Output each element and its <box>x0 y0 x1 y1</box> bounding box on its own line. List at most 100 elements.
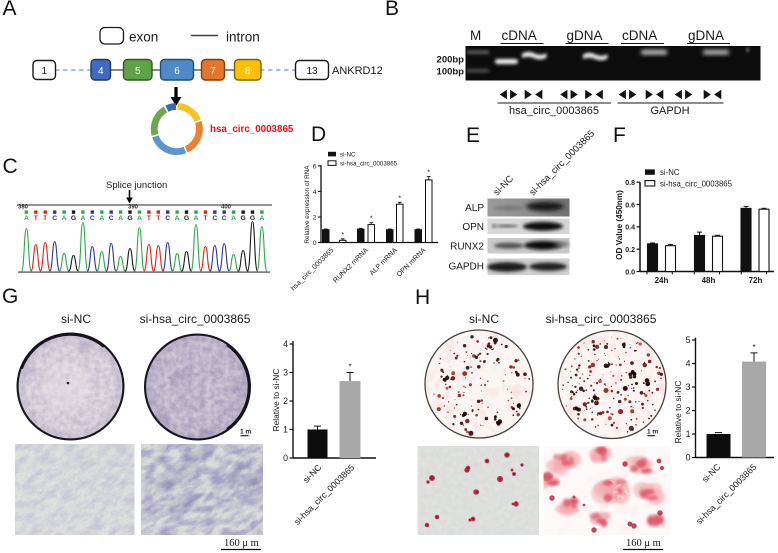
svg-text:A: A <box>118 215 123 222</box>
svg-text:si-hsa_circ_0003865: si-hsa_circ_0003865 <box>694 462 759 527</box>
svg-text:si-NC: si-NC <box>491 173 516 198</box>
svg-text:4: 4 <box>98 66 104 77</box>
svg-text:C: C <box>222 215 227 222</box>
svg-text:1: 1 <box>283 425 288 435</box>
svg-text:24h: 24h <box>655 276 669 285</box>
svg-text:0: 0 <box>686 453 691 463</box>
svg-text:gDNA: gDNA <box>567 28 603 43</box>
svg-text:G: G <box>127 215 132 222</box>
svg-text:G: G <box>71 215 76 222</box>
svg-text:GAPDH: GAPDH <box>448 262 484 273</box>
svg-text:T: T <box>147 215 152 222</box>
svg-text:A: A <box>175 215 180 222</box>
svg-text:380: 380 <box>18 205 29 211</box>
svg-text:exon: exon <box>129 30 158 45</box>
svg-text:6: 6 <box>313 164 317 171</box>
svg-text:G: G <box>184 215 189 222</box>
svg-text:T: T <box>34 215 39 222</box>
svg-text:RUNX2 mRNA: RUNX2 mRNA <box>332 247 370 285</box>
svg-text:4: 4 <box>686 359 691 369</box>
svg-text:hsa_circ_0003865: hsa_circ_0003865 <box>290 247 335 292</box>
svg-text:G: G <box>240 215 245 222</box>
svg-text:A: A <box>24 215 29 222</box>
svg-text:si-hsa_circ_0003865: si-hsa_circ_0003865 <box>660 179 733 188</box>
svg-text:3: 3 <box>283 368 288 378</box>
svg-text:C: C <box>212 215 217 222</box>
svg-text:100bp: 100bp <box>437 67 465 78</box>
svg-text:si-NC: si-NC <box>340 152 356 159</box>
svg-text:390: 390 <box>128 205 139 211</box>
svg-text:cDNA: cDNA <box>502 28 537 43</box>
svg-text:C: C <box>52 215 57 222</box>
svg-text:si-hsa_circ_0003865: si-hsa_circ_0003865 <box>527 128 597 198</box>
svg-text:T: T <box>156 215 161 222</box>
svg-text:4: 4 <box>313 189 317 196</box>
svg-text:si-NC: si-NC <box>469 312 499 326</box>
svg-text:OD Value (450nm): OD Value (450nm) <box>615 190 624 260</box>
svg-text:A: A <box>99 215 104 222</box>
svg-text:GAPDH: GAPDH <box>650 105 689 117</box>
svg-text:1: 1 <box>41 66 47 77</box>
svg-text:0.4: 0.4 <box>625 225 635 232</box>
svg-text:*: * <box>427 169 430 176</box>
svg-text:13: 13 <box>306 66 318 77</box>
svg-text:*: * <box>348 363 351 372</box>
svg-text:Relative to si-NC: Relative to si-NC <box>271 369 281 432</box>
svg-text:C: C <box>165 215 170 222</box>
svg-text:*: * <box>341 232 344 239</box>
svg-text:160 μ m: 160 μ m <box>626 538 661 549</box>
svg-text:160 μ m: 160 μ m <box>224 538 259 549</box>
svg-text:ANKRD12: ANKRD12 <box>332 65 383 77</box>
svg-text:si-hsa_circ_0003865: si-hsa_circ_0003865 <box>140 312 251 326</box>
svg-text:si-hsa_circ_0003865: si-hsa_circ_0003865 <box>340 161 398 168</box>
svg-text:OPN: OPN <box>462 222 484 233</box>
svg-text:0.0: 0.0 <box>625 269 635 276</box>
svg-text:T: T <box>43 215 48 222</box>
svg-text:C: C <box>109 215 114 222</box>
svg-text:si-hsa_circ_0003865: si-hsa_circ_0003865 <box>292 462 357 527</box>
svg-text:*: * <box>398 195 401 202</box>
svg-text:0.6: 0.6 <box>625 202 635 209</box>
svg-text:200bp: 200bp <box>437 55 465 66</box>
svg-text:A: A <box>137 215 142 222</box>
svg-text:*: * <box>752 343 755 352</box>
svg-text:si-NC: si-NC <box>61 312 91 326</box>
svg-text:0: 0 <box>313 240 317 247</box>
svg-text:0.8: 0.8 <box>625 180 635 187</box>
svg-text:si-NC: si-NC <box>660 168 680 177</box>
svg-text:si-hsa_circ_0003865: si-hsa_circ_0003865 <box>546 312 657 326</box>
svg-text:1 m: 1 m <box>647 429 658 436</box>
svg-text:4: 4 <box>283 339 288 349</box>
svg-text:A: A <box>80 215 85 222</box>
svg-text:2: 2 <box>283 396 288 406</box>
svg-text:ALP mRNA: ALP mRNA <box>369 247 399 277</box>
svg-text:cDNA: cDNA <box>622 28 657 43</box>
svg-text:hsa_circ_0003865: hsa_circ_0003865 <box>210 124 294 135</box>
svg-text:G: G <box>250 215 255 222</box>
svg-text:hsa_circ_0003865: hsa_circ_0003865 <box>509 105 599 117</box>
svg-text:48h: 48h <box>702 276 716 285</box>
svg-text:2: 2 <box>313 215 317 222</box>
svg-text:M: M <box>470 28 481 43</box>
svg-text:5: 5 <box>686 335 691 345</box>
svg-text:si-NC: si-NC <box>301 462 324 485</box>
svg-text:A: A <box>259 215 264 222</box>
svg-text:6: 6 <box>174 66 180 77</box>
svg-text:1 m: 1 m <box>240 429 251 436</box>
svg-text:1: 1 <box>686 429 691 439</box>
svg-text:Relative to si-NC: Relative to si-NC <box>673 381 683 444</box>
svg-text:A: A <box>231 215 236 222</box>
svg-text:8: 8 <box>245 66 251 77</box>
svg-text:5: 5 <box>135 66 141 77</box>
svg-text:Relative expression of RNA: Relative expression of RNA <box>304 165 311 244</box>
svg-text:RUNX2: RUNX2 <box>450 242 484 253</box>
svg-text:intron: intron <box>226 30 260 45</box>
svg-text:7: 7 <box>210 66 216 77</box>
svg-text:400: 400 <box>221 205 232 211</box>
svg-text:0: 0 <box>283 453 288 463</box>
svg-text:A: A <box>62 215 67 222</box>
svg-text:0.2: 0.2 <box>625 247 635 254</box>
svg-text:C: C <box>90 215 95 222</box>
svg-text:A: A <box>194 215 199 222</box>
svg-text:OPN mRNA: OPN mRNA <box>396 247 428 279</box>
